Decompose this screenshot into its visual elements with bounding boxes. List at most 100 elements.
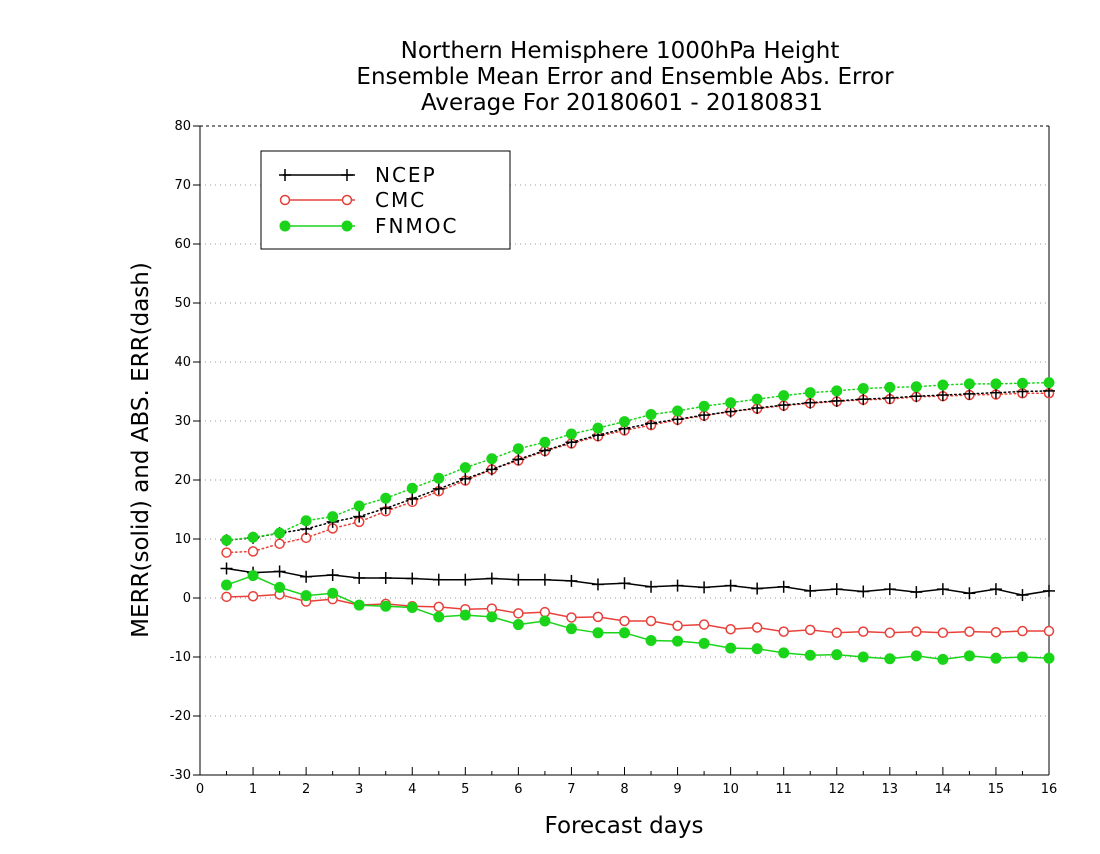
- point-fnmoc-abs-err: [1016, 377, 1028, 389]
- title-line-2: Ensemble Mean Error and Ensemble Abs. Er…: [356, 64, 894, 90]
- x-tick-label: 9: [673, 782, 681, 797]
- point-fnmoc-abs-err: [1043, 377, 1055, 389]
- point-ncep-merr: [724, 579, 737, 592]
- point-cmc-merr: [247, 590, 259, 602]
- x-tick-label: 0: [196, 782, 204, 797]
- point-fnmoc-abs-err: [698, 400, 710, 412]
- point-ncep-merr: [989, 583, 1002, 596]
- series-ncep-abs-err: [220, 384, 1055, 547]
- x-tick-label: 6: [514, 782, 522, 797]
- point-fnmoc-merr: [884, 653, 896, 665]
- chart-title: Northern Hemisphere 1000hPa Height Ensem…: [356, 38, 894, 116]
- point-cmc-merr: [884, 627, 896, 639]
- point-ncep-merr: [1016, 589, 1029, 602]
- point-ncep-merr: [459, 573, 472, 586]
- y-tick-label: 30: [174, 414, 191, 429]
- legend-marker-cmc: [279, 194, 291, 206]
- point-ncep-merr: [379, 571, 392, 584]
- point-fnmoc-abs-err: [619, 416, 630, 428]
- point-fnmoc-abs-err: [751, 393, 763, 405]
- point-fnmoc-abs-err: [884, 381, 896, 393]
- legend-item-fnmoc: FNMOC: [279, 214, 456, 238]
- point-cmc-merr: [725, 624, 736, 635]
- line-cmc-abs-err: [225, 392, 1050, 554]
- point-ncep-abs-err: [485, 463, 498, 476]
- x-tick-label: 5: [461, 782, 469, 797]
- point-cmc-merr: [433, 601, 445, 613]
- point-ncep-merr: [777, 580, 790, 593]
- point-fnmoc-merr: [619, 627, 630, 639]
- point-ncep-merr: [698, 581, 711, 594]
- point-cmc-merr: [592, 611, 604, 623]
- point-ncep-merr: [326, 568, 339, 581]
- point-fnmoc-abs-err: [565, 428, 577, 440]
- point-ncep-merr: [936, 583, 949, 596]
- point-ncep-merr: [273, 565, 286, 578]
- point-fnmoc-abs-err: [857, 383, 869, 395]
- point-fnmoc-abs-err: [778, 390, 790, 402]
- x-tick-label: 15: [988, 782, 1005, 797]
- line-fnmoc-abs-err: [225, 381, 1050, 541]
- point-cmc-merr: [990, 626, 1002, 638]
- point-cmc-merr: [858, 626, 869, 637]
- point-cmc-merr: [672, 620, 683, 631]
- point-ncep-merr: [406, 572, 419, 585]
- point-fnmoc-abs-err: [592, 422, 604, 434]
- point-fnmoc-abs-err: [274, 527, 286, 539]
- x-tick-label: 4: [408, 782, 416, 797]
- point-fnmoc-abs-err: [327, 511, 339, 523]
- point-fnmoc-merr: [645, 634, 657, 646]
- point-ncep-merr: [538, 573, 551, 586]
- point-cmc-merr: [778, 626, 789, 637]
- point-ncep-abs-err: [963, 387, 976, 400]
- point-ncep-merr: [300, 570, 313, 583]
- point-ncep-abs-err: [353, 510, 366, 523]
- series-cmc-abs-err: [221, 388, 1055, 558]
- y-tick-label: 40: [174, 355, 191, 370]
- x-tick-label: 16: [1041, 782, 1058, 797]
- legend-item-cmc: CMC: [279, 188, 424, 212]
- point-ncep-merr: [804, 584, 817, 597]
- y-tick-label: 60: [174, 237, 191, 252]
- legend-marker-ncep: [279, 169, 291, 181]
- point-cmc-merr: [1043, 625, 1055, 637]
- line-ncep-abs-err: [225, 390, 1050, 541]
- point-cmc-merr: [645, 615, 657, 627]
- point-cmc-merr: [964, 626, 975, 637]
- point-ncep-abs-err: [459, 472, 472, 485]
- point-fnmoc-merr: [486, 611, 498, 623]
- point-fnmoc-merr: [857, 651, 869, 663]
- series-cmc-merr: [221, 589, 1055, 639]
- legend-label-ncep: NCEP: [375, 163, 437, 187]
- point-fnmoc-abs-err: [804, 387, 816, 399]
- x-tick-label: 13: [882, 782, 899, 797]
- point-cmc-merr: [751, 622, 763, 633]
- point-fnmoc-merr: [1016, 651, 1028, 663]
- y-tick-label: 80: [174, 119, 191, 134]
- point-fnmoc-merr: [433, 611, 445, 623]
- y-tick-label: 0: [183, 591, 191, 606]
- point-ncep-abs-err: [936, 389, 949, 402]
- point-fnmoc-merr: [592, 627, 604, 639]
- point-cmc-merr: [619, 615, 630, 627]
- point-cmc-merr: [911, 626, 922, 637]
- y-tick-label: 10: [174, 532, 191, 547]
- point-fnmoc-abs-err: [990, 378, 1002, 390]
- point-ncep-abs-err: [406, 492, 419, 505]
- y-tick-label: -20: [170, 709, 191, 724]
- legend-marker-fnmoc: [279, 220, 291, 232]
- point-fnmoc-merr: [327, 587, 339, 599]
- point-ncep-merr: [963, 587, 976, 600]
- point-fnmoc-abs-err: [645, 409, 657, 421]
- point-ncep-merr: [671, 579, 684, 592]
- series-layer: [220, 377, 1055, 665]
- point-fnmoc-abs-err: [512, 443, 524, 455]
- point-cmc-abs-err: [247, 546, 259, 557]
- point-fnmoc-abs-err: [300, 515, 312, 527]
- line-ncep-merr: [226, 567, 1050, 596]
- point-ncep-merr: [751, 582, 764, 595]
- x-tick-label: 7: [567, 782, 575, 797]
- point-fnmoc-abs-err: [539, 436, 551, 448]
- point-fnmoc-merr: [459, 609, 471, 621]
